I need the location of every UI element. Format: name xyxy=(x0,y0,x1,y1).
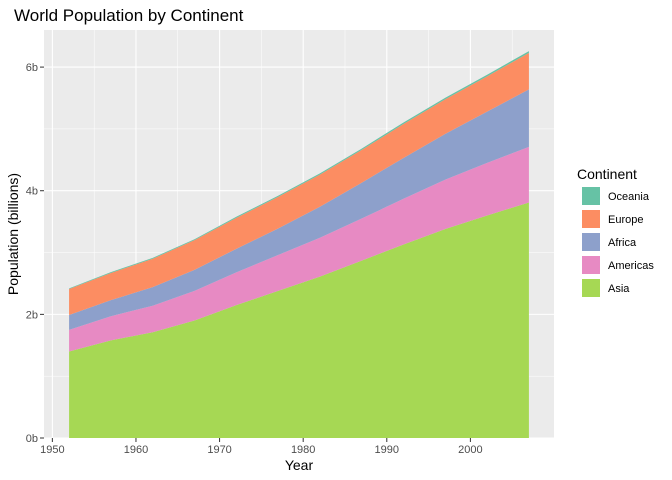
x-tick-label: 1950 xyxy=(40,444,64,456)
legend-key-americas xyxy=(582,256,600,274)
legend-label-europe: Europe xyxy=(608,214,643,226)
area-africa xyxy=(69,89,529,330)
legend: Continent Oceania Europe Africa Americas Asi… xyxy=(577,166,654,297)
x-tick-label: 1990 xyxy=(375,444,399,456)
y-axis: 0b 2b 4b 6b xyxy=(26,62,44,445)
legend-label-africa: Africa xyxy=(608,237,637,249)
x-tick-label: 1960 xyxy=(124,444,148,456)
x-axis: 1950 1960 1970 1980 1990 2000 xyxy=(40,438,483,456)
legend-key-asia xyxy=(582,279,600,297)
x-tick-label: 1970 xyxy=(207,444,231,456)
legend-title: Continent xyxy=(577,166,637,182)
legend-key-oceania xyxy=(582,187,600,205)
y-tick-label: 2b xyxy=(26,309,38,321)
legend-key-africa xyxy=(582,233,600,251)
legend-label-asia: Asia xyxy=(608,283,630,295)
legend-label-oceania: Oceania xyxy=(608,191,650,203)
legend-key-europe xyxy=(582,210,600,228)
y-tick-label: 0b xyxy=(26,433,38,445)
chart-title: World Population by Continent xyxy=(14,6,244,25)
area-americas xyxy=(69,146,529,352)
area-europe xyxy=(69,52,529,315)
legend-label-americas: Americas xyxy=(608,260,654,272)
x-axis-title: Year xyxy=(285,457,314,473)
area-series xyxy=(69,51,529,438)
y-axis-title: Population (billions) xyxy=(5,173,21,295)
x-tick-label: 1980 xyxy=(291,444,315,456)
x-tick-label: 2000 xyxy=(458,444,482,456)
y-tick-label: 6b xyxy=(26,62,38,74)
y-tick-label: 4b xyxy=(26,186,38,198)
area-asia xyxy=(69,202,529,438)
